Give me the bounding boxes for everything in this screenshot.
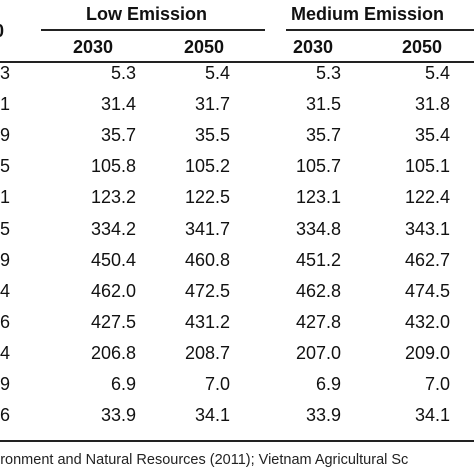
group-rule-medium	[286, 29, 474, 31]
value-cell: 472.5	[184, 280, 230, 301]
value-cell: 122.5	[184, 187, 230, 208]
year-header-medium-2050: 2050	[402, 37, 443, 57]
value-cell: 105.2	[184, 156, 230, 177]
value-cell: 31.4	[100, 94, 136, 115]
value-cell: 35.4	[414, 125, 450, 146]
value-cell: 105.7	[295, 156, 341, 177]
table-row: 5 105.8 105.2 105.7 105.1	[0, 156, 474, 186]
table-row: 1 123.2 122.5 123.1 122.4	[0, 187, 474, 217]
row-stub-cell: 5	[0, 218, 10, 239]
year-header-low-2030: 2030	[73, 37, 114, 57]
group-rule-low	[41, 29, 265, 31]
value-cell: 206.8	[90, 342, 136, 363]
table-row: 4 206.8 208.7 207.0 209.0	[0, 343, 474, 373]
year-header-medium-2030: 2030	[293, 37, 334, 57]
value-cell: 432.0	[404, 311, 450, 332]
value-cell: 334.8	[295, 218, 341, 239]
row-stub-cell: 3	[0, 63, 10, 83]
value-cell: 5.3	[315, 63, 341, 83]
value-cell: 462.0	[90, 280, 136, 301]
value-cell: 122.4	[404, 187, 450, 208]
value-cell: 460.8	[184, 249, 230, 270]
value-cell: 33.9	[305, 405, 341, 426]
value-cell: 105.1	[404, 156, 450, 177]
value-cell: 105.8	[90, 156, 136, 177]
value-cell: 33.9	[100, 405, 136, 426]
value-cell: 207.0	[295, 342, 341, 363]
table-row: 9 450.4 460.8 451.2 462.7	[0, 250, 474, 280]
value-cell: 5.3	[110, 63, 136, 83]
group-header-low-emission: Low Emission	[86, 4, 208, 24]
value-cell: 5.4	[204, 63, 230, 83]
value-cell: 7.0	[204, 374, 230, 394]
value-cell: 462.8	[295, 280, 341, 301]
value-cell: 7.0	[424, 374, 450, 394]
group-header-medium-emission: Medium Emission	[291, 4, 445, 24]
value-cell: 427.5	[90, 311, 136, 332]
row-stub-cell: 4	[0, 280, 10, 301]
value-cell: 474.5	[404, 280, 450, 301]
row-stub-cell: 4	[0, 342, 10, 363]
bottom-rule	[0, 440, 474, 442]
value-cell: 34.1	[414, 405, 450, 426]
value-cell: 462.7	[404, 249, 450, 270]
row-stub-cell: 6	[0, 311, 10, 332]
value-cell: 451.2	[295, 249, 341, 270]
stub-header: 0	[0, 21, 4, 42]
table-row: 4 462.0 472.5 462.8 474.5	[0, 281, 474, 311]
header-rule	[0, 61, 474, 63]
value-cell: 208.7	[184, 342, 230, 363]
row-stub-cell: 9	[0, 125, 10, 146]
table-row: 6 33.9 34.1 33.9 34.1	[0, 405, 474, 435]
row-stub-cell: 1	[0, 94, 10, 115]
table-row: 9 35.7 35.5 35.7 35.4	[0, 125, 474, 155]
value-cell: 123.2	[90, 187, 136, 208]
value-cell: 31.8	[414, 94, 450, 115]
value-cell: 6.9	[315, 374, 341, 394]
value-cell: 35.7	[100, 125, 136, 146]
table-row: 6 427.5 431.2 427.8 432.0	[0, 312, 474, 342]
row-stub-cell: 9	[0, 249, 10, 270]
value-cell: 431.2	[184, 311, 230, 332]
row-stub-cell: 9	[0, 374, 10, 394]
source-note: ironment and Natural Resources (2011); V…	[0, 452, 409, 468]
value-cell: 209.0	[404, 342, 450, 363]
table-row: 3 5.3 5.4 5.3 5.4	[0, 63, 474, 93]
table-row: 1 31.4 31.7 31.5 31.8	[0, 94, 474, 124]
value-cell: 427.8	[295, 311, 341, 332]
row-stub-cell: 1	[0, 187, 10, 208]
year-header-low-2050: 2050	[184, 37, 225, 57]
row-stub-cell: 5	[0, 156, 10, 177]
value-cell: 35.5	[194, 125, 230, 146]
value-cell: 343.1	[404, 218, 450, 239]
value-cell: 35.7	[305, 125, 341, 146]
value-cell: 450.4	[90, 249, 136, 270]
value-cell: 31.7	[194, 94, 230, 115]
value-cell: 34.1	[194, 405, 230, 426]
value-cell: 6.9	[110, 374, 136, 394]
table-row: 9 6.9 7.0 6.9 7.0	[0, 374, 474, 404]
row-stub-cell: 6	[0, 405, 10, 426]
value-cell: 31.5	[305, 94, 341, 115]
table-row: 5 334.2 341.7 334.8 343.1	[0, 219, 474, 249]
value-cell: 334.2	[90, 218, 136, 239]
value-cell: 341.7	[184, 218, 230, 239]
value-cell: 123.1	[295, 187, 341, 208]
value-cell: 5.4	[424, 63, 450, 83]
